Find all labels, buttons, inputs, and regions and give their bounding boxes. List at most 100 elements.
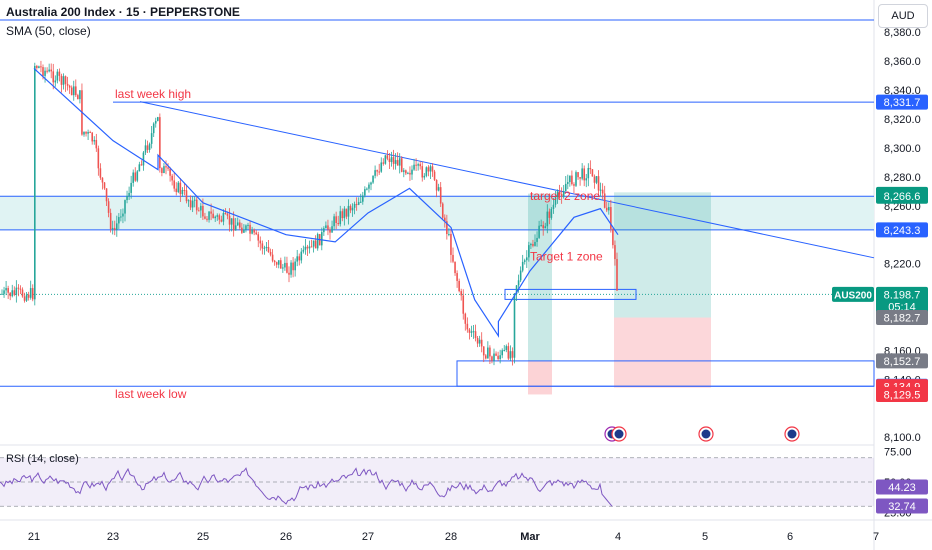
candle-body [70,87,73,96]
y-tick-label: 8,260.0 [884,201,921,213]
candle-body [265,246,268,248]
candle-body [85,131,87,134]
currency-button[interactable]: AUD [878,4,928,28]
candle-body [579,177,581,179]
candle-body [495,353,497,356]
candle-body [489,347,491,357]
candle-body [591,169,594,177]
candle-body [419,164,421,167]
rsi-tick-label: 75.00 [884,447,912,459]
candle-body [288,272,290,275]
candle-body [243,229,245,233]
annotation-text: target 2 zone [530,189,600,203]
candle-body [292,262,294,271]
candle-body [286,262,288,273]
stop-loss-box [614,317,711,388]
candle-body [269,251,272,255]
candle-body [251,229,253,234]
candle-body [526,257,528,261]
candle-body [415,164,417,166]
candle-body [193,199,196,201]
candle-body [608,207,610,211]
y-tick-label: 8,280.0 [884,172,921,184]
candle-body [439,187,442,204]
candle-body [136,171,139,181]
candle-body [581,168,583,179]
y-tick-label: 8,320.0 [884,114,921,126]
candle-body [38,66,40,68]
candle-body [345,208,348,217]
rsi-indicator-label[interactable]: RSI (14, close) [6,453,79,465]
price-tag [876,188,928,204]
candle-body [21,289,24,297]
candle-body [407,172,409,174]
candle-body [612,228,614,246]
y-tick-label: 8,360.0 [884,56,921,68]
candle-body [111,227,114,230]
candle-body [146,145,149,150]
candle-body [195,199,198,211]
candle-body [1,293,3,295]
candle-body [470,331,473,333]
candle-body [589,167,592,170]
candle-body [417,164,419,166]
candle-body [144,145,147,153]
candle-body [308,246,311,249]
candle-body [247,224,249,226]
candle-body [325,225,327,229]
candle-body [304,246,307,250]
candle-body [271,254,274,261]
candle-body [427,167,430,172]
candle-body [3,290,5,294]
candle-body [474,331,477,338]
sma-indicator-label[interactable]: SMA (50, close) [6,24,91,38]
candle-body [523,260,526,262]
candle-body [245,225,247,230]
y-tick-label: 8,340.0 [884,85,921,97]
candle-body [312,240,315,247]
candle-body [165,166,167,168]
candle-body [431,166,434,172]
price-tag-label: 8,331.7 [884,97,921,109]
candle-body [48,69,50,72]
candle-body [284,262,286,268]
candle-body [236,222,239,226]
candle-body [501,350,503,356]
candle-body [241,227,243,233]
rsi-value-tag [876,479,928,495]
candle-body [109,212,112,230]
candle-body [50,69,52,72]
candle-body [13,290,16,295]
candle-body [25,294,28,301]
candle-body [554,196,557,205]
x-tick-label: 23 [107,531,119,543]
candle-body [116,223,118,230]
candle-body [161,168,163,173]
price-tag-label: 8,129.5 [884,389,921,401]
candle-body [544,226,547,229]
candle-body [206,218,208,220]
price-tag-label: 8,152.7 [884,356,921,368]
candle-body [333,216,335,227]
candle-body [66,83,69,86]
candle-body [228,215,231,225]
candle-body [456,273,458,281]
candle-body [605,207,608,211]
candle-body [181,189,184,195]
candle-body [478,339,481,344]
candle-body [349,205,352,211]
candle-body [120,216,122,218]
candle-body [446,221,448,235]
y-tick-label: 8,100.0 [884,432,921,444]
candle-body [44,70,46,76]
candle-body [335,216,337,223]
candle-body [575,172,577,186]
candle-body [384,155,387,164]
x-tick-label: 25 [197,531,209,543]
candle-body [275,262,278,265]
candle-body [569,175,571,183]
candle-body [599,189,602,191]
price-tag [876,353,928,369]
candle-body [191,200,194,208]
